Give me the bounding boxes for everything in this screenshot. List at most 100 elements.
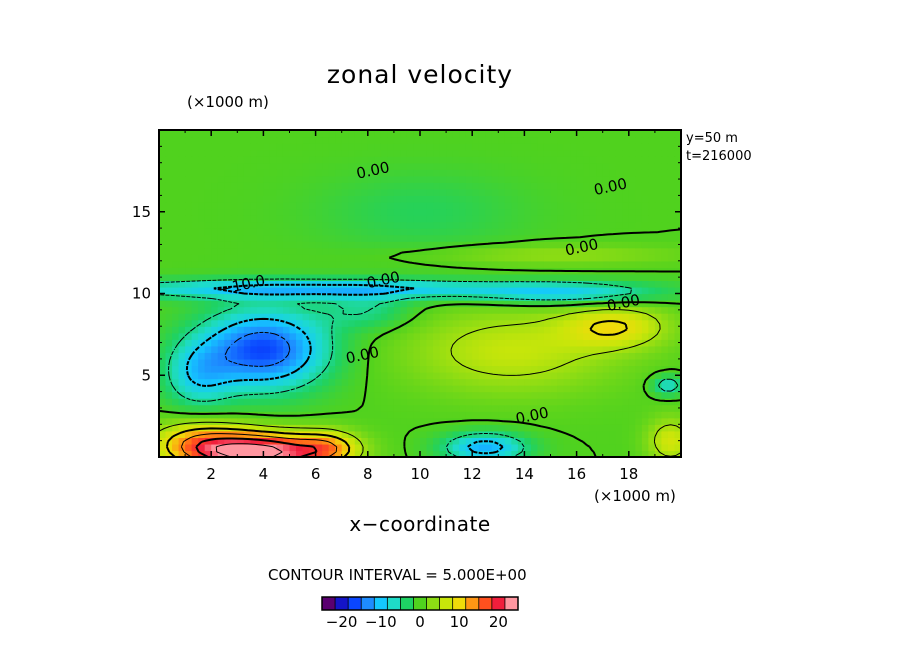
heatmap-cell <box>543 254 552 262</box>
heatmap-cell <box>472 417 480 425</box>
heatmap-cell <box>446 247 454 255</box>
heatmap-cell <box>289 228 297 236</box>
heatmap-cell <box>504 228 512 236</box>
heatmap-cell <box>628 300 636 308</box>
heatmap-cell <box>452 273 460 282</box>
heatmap-cell <box>439 267 447 275</box>
heatmap-cell <box>426 352 434 360</box>
heatmap-cell <box>654 339 663 347</box>
heatmap-cell <box>237 195 245 203</box>
heatmap-cell <box>289 293 297 301</box>
heatmap-cell <box>426 241 434 249</box>
heatmap-cell <box>237 208 245 216</box>
heatmap-cell <box>322 306 330 314</box>
heatmap-cell <box>250 430 258 438</box>
heatmap-cell <box>628 339 636 347</box>
heatmap-cell <box>602 136 610 144</box>
heatmap-cell <box>230 411 238 419</box>
heatmap-cell <box>159 339 167 347</box>
heatmap-cell <box>635 130 643 138</box>
heatmap-cell <box>296 221 304 229</box>
heatmap-cell <box>185 385 193 393</box>
heatmap-cell <box>191 156 199 164</box>
heatmap-cell <box>341 149 349 157</box>
heatmap-cell <box>243 371 251 380</box>
heatmap-cell <box>224 221 232 229</box>
heatmap-cell <box>230 169 238 177</box>
heatmap-cell <box>282 260 291 268</box>
heatmap-cell <box>354 443 362 452</box>
heatmap-cell <box>570 228 578 236</box>
heatmap-cell <box>250 437 258 445</box>
heatmap-cell <box>165 143 173 151</box>
heatmap-cell <box>498 450 506 457</box>
heatmap-cell <box>354 175 362 183</box>
heatmap-cell <box>237 404 245 412</box>
heatmap-cell <box>217 358 225 367</box>
heatmap-cell <box>224 339 232 347</box>
heatmap-cell <box>282 430 291 438</box>
heatmap-cell <box>459 339 467 347</box>
heatmap-cell <box>602 424 610 432</box>
heatmap-cell <box>256 221 265 229</box>
heatmap-cell <box>530 273 539 282</box>
heatmap-cell <box>309 371 317 380</box>
heatmap-cell <box>667 201 676 210</box>
heatmap-cell <box>465 221 473 229</box>
heatmap-cell <box>543 215 552 223</box>
heatmap-cell <box>661 411 669 419</box>
heatmap-cell <box>622 378 630 386</box>
heatmap-cell <box>289 398 297 406</box>
heatmap-cell <box>478 267 486 275</box>
heatmap-cell <box>348 286 356 295</box>
heatmap-cell <box>302 221 310 229</box>
heatmap-cell <box>406 286 415 295</box>
heatmap-cell <box>341 228 349 236</box>
heatmap-cell <box>609 313 617 321</box>
heatmap-cell <box>530 234 539 242</box>
heatmap-cell <box>654 385 663 393</box>
heatmap-cell <box>224 156 232 164</box>
heatmap-cell <box>570 391 578 399</box>
heatmap-cell <box>485 136 493 144</box>
heatmap-cell <box>191 130 199 138</box>
heatmap-cell <box>230 208 238 216</box>
heatmap-cell <box>478 313 486 321</box>
heatmap-cell <box>602 175 610 183</box>
heatmap-cell <box>367 293 375 301</box>
heatmap-cell <box>380 345 388 353</box>
heatmap-cell <box>243 195 251 203</box>
heatmap-cell <box>609 215 617 223</box>
heatmap-cell <box>511 175 519 183</box>
heatmap-cell <box>250 417 258 425</box>
heatmap-cell <box>648 149 656 157</box>
heatmap-cell <box>400 175 408 183</box>
heatmap-cell <box>387 300 395 308</box>
heatmap-cell <box>400 391 408 399</box>
heatmap-cell <box>654 280 663 288</box>
heatmap-cell <box>374 398 382 406</box>
heatmap-cell <box>433 182 441 190</box>
heatmap-cell <box>426 280 434 288</box>
heatmap-cell <box>354 332 362 340</box>
heatmap-cell <box>439 339 447 347</box>
heatmap-cell <box>439 241 447 249</box>
heatmap-cell <box>524 371 532 380</box>
heatmap-cell <box>296 352 304 360</box>
heatmap-cell <box>315 300 323 308</box>
heatmap-cell <box>628 273 636 282</box>
heatmap-cell <box>191 385 199 393</box>
heatmap-cell <box>537 182 545 190</box>
heatmap-cell <box>589 345 597 353</box>
heatmap-cell <box>446 385 454 393</box>
heatmap-cell <box>296 260 304 268</box>
heatmap-cell <box>185 260 193 268</box>
heatmap-cell <box>472 254 480 262</box>
heatmap-cell <box>654 273 663 282</box>
heatmap-cell <box>315 254 323 262</box>
heatmap-cell <box>191 280 199 288</box>
heatmap-cell <box>282 417 291 425</box>
heatmap-cell <box>543 169 552 177</box>
heatmap-cell <box>583 130 591 138</box>
heatmap-cell <box>511 247 519 255</box>
